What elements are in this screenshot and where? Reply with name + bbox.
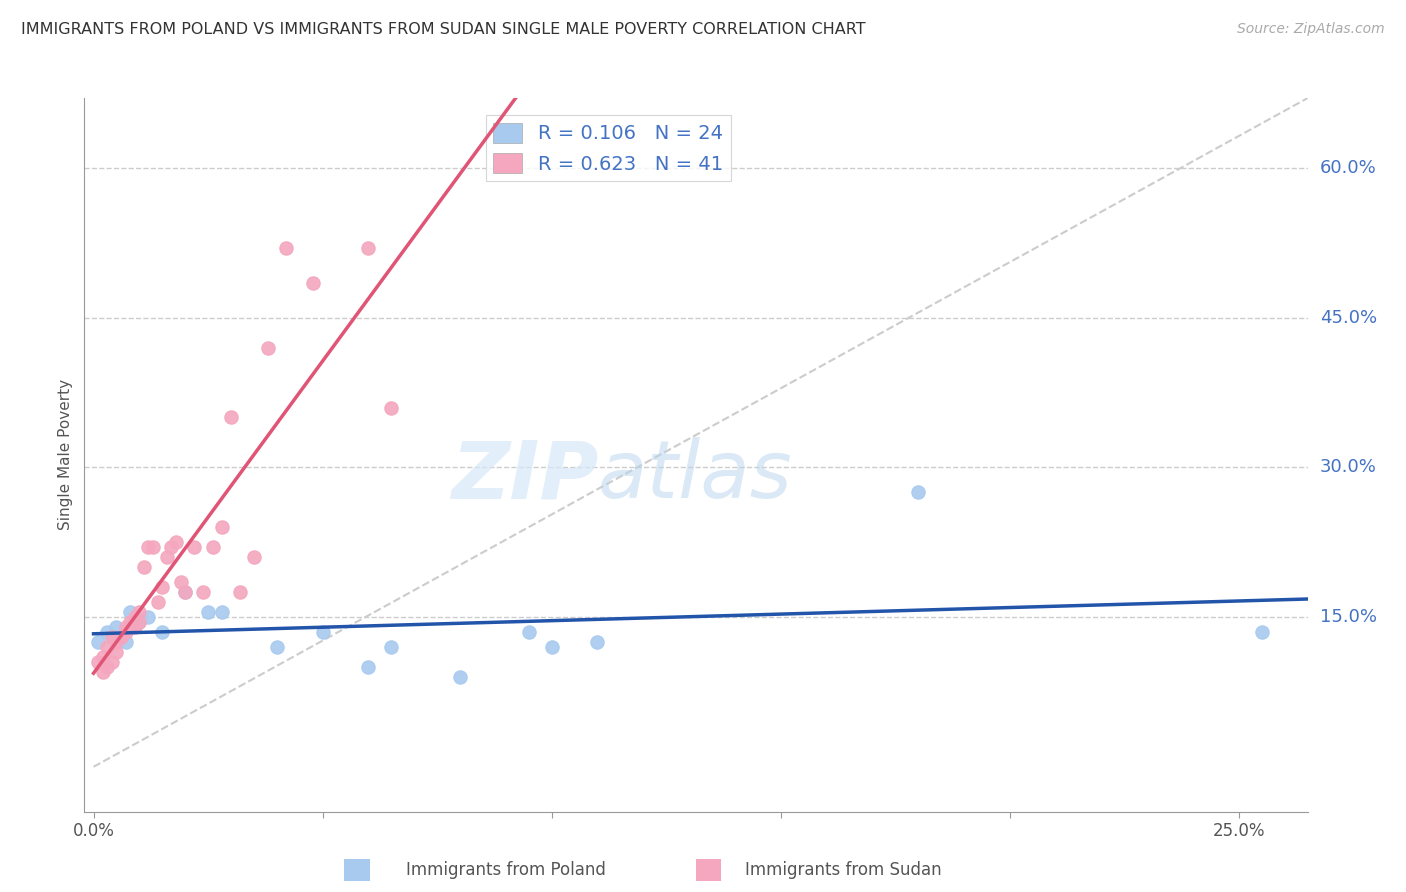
Point <box>256 341 278 355</box>
Point <box>169 575 191 590</box>
Point <box>380 401 402 415</box>
Point <box>114 635 136 649</box>
Point <box>105 635 128 649</box>
Point <box>311 625 333 640</box>
Text: Immigrants from Sudan: Immigrants from Sudan <box>745 861 942 879</box>
Point <box>357 660 380 674</box>
Point <box>380 640 402 654</box>
Point <box>193 585 215 599</box>
Legend: R = 0.106   N = 24, R = 0.623   N = 41: R = 0.106 N = 24, R = 0.623 N = 41 <box>485 115 731 181</box>
Point <box>201 540 224 554</box>
Point <box>357 241 380 255</box>
Point <box>517 625 540 640</box>
Point <box>120 615 142 629</box>
Point <box>110 630 132 644</box>
Text: Immigrants from Poland: Immigrants from Poland <box>406 861 606 879</box>
Text: Source: ZipAtlas.com: Source: ZipAtlas.com <box>1237 22 1385 37</box>
Point <box>150 580 173 594</box>
Point <box>114 625 136 640</box>
Point <box>101 655 124 669</box>
Point <box>211 520 233 534</box>
Point <box>114 620 136 634</box>
Point <box>128 605 150 619</box>
Point <box>146 595 169 609</box>
Point <box>302 276 325 290</box>
Point <box>124 610 146 624</box>
Point <box>197 605 219 619</box>
Point <box>91 665 114 679</box>
Point <box>586 635 609 649</box>
Point <box>120 605 142 619</box>
Point <box>124 620 146 634</box>
Point <box>101 630 124 644</box>
Text: 60.0%: 60.0% <box>1320 159 1376 177</box>
Point <box>138 540 160 554</box>
Point <box>907 485 929 500</box>
Point <box>160 540 183 554</box>
Y-axis label: Single Male Poverty: Single Male Poverty <box>58 379 73 531</box>
Point <box>183 540 205 554</box>
Point <box>229 585 252 599</box>
Point <box>174 585 197 599</box>
Point <box>243 550 266 565</box>
Point <box>156 550 179 565</box>
Point <box>105 645 128 659</box>
Point <box>138 610 160 624</box>
Point <box>211 605 233 619</box>
Point <box>110 630 132 644</box>
Point <box>142 540 165 554</box>
Point <box>96 640 118 654</box>
Point <box>1250 625 1272 640</box>
Text: atlas: atlas <box>598 437 793 516</box>
Point <box>105 620 128 634</box>
Text: 45.0%: 45.0% <box>1320 309 1376 326</box>
Point <box>174 585 197 599</box>
Point <box>274 241 297 255</box>
Point <box>96 660 118 674</box>
Point <box>150 625 173 640</box>
Point <box>165 535 187 549</box>
Point <box>219 410 242 425</box>
Point <box>120 620 142 634</box>
Point <box>540 640 562 654</box>
Point <box>91 650 114 665</box>
Text: 15.0%: 15.0% <box>1320 608 1376 626</box>
Text: 30.0%: 30.0% <box>1320 458 1376 476</box>
Point <box>101 630 124 644</box>
Point <box>266 640 288 654</box>
Point <box>132 560 155 574</box>
Point <box>449 670 471 684</box>
Point <box>110 630 132 644</box>
Point <box>87 655 110 669</box>
Text: ZIP: ZIP <box>451 437 598 516</box>
Text: IMMIGRANTS FROM POLAND VS IMMIGRANTS FROM SUDAN SINGLE MALE POVERTY CORRELATION : IMMIGRANTS FROM POLAND VS IMMIGRANTS FRO… <box>21 22 866 37</box>
Point <box>96 625 118 640</box>
Point <box>87 635 110 649</box>
Point <box>128 615 150 629</box>
Point <box>124 615 146 629</box>
Point <box>128 615 150 629</box>
